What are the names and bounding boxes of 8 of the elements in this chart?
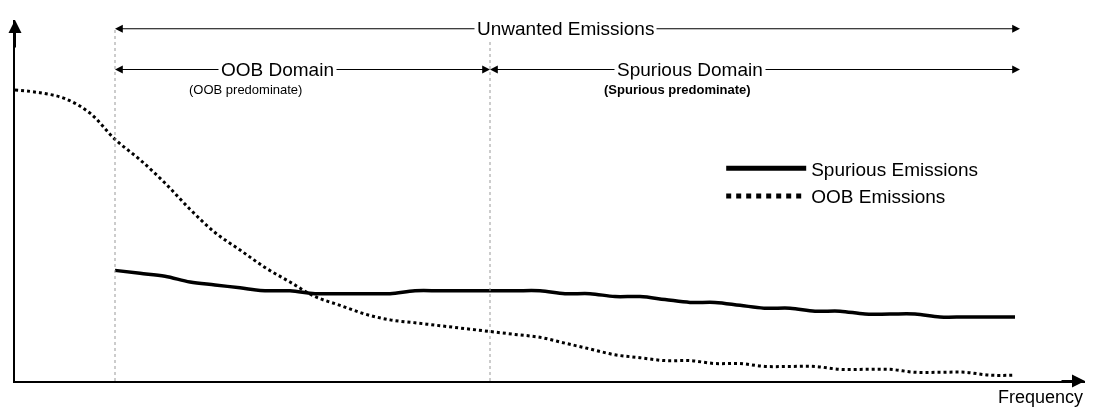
x-axis-title: Frequency bbox=[998, 387, 1084, 407]
text: Unwanted Emissions bbox=[477, 18, 655, 39]
text: OOB Domain bbox=[221, 59, 334, 80]
annotation: (OOB predominate) bbox=[189, 82, 303, 97]
legend-label: Spurious Emissions bbox=[811, 158, 979, 180]
annotation: (Spurious predominate) bbox=[604, 82, 751, 97]
text: Spurious Domain bbox=[617, 59, 763, 80]
legend-label: OOB Emissions bbox=[811, 186, 946, 208]
